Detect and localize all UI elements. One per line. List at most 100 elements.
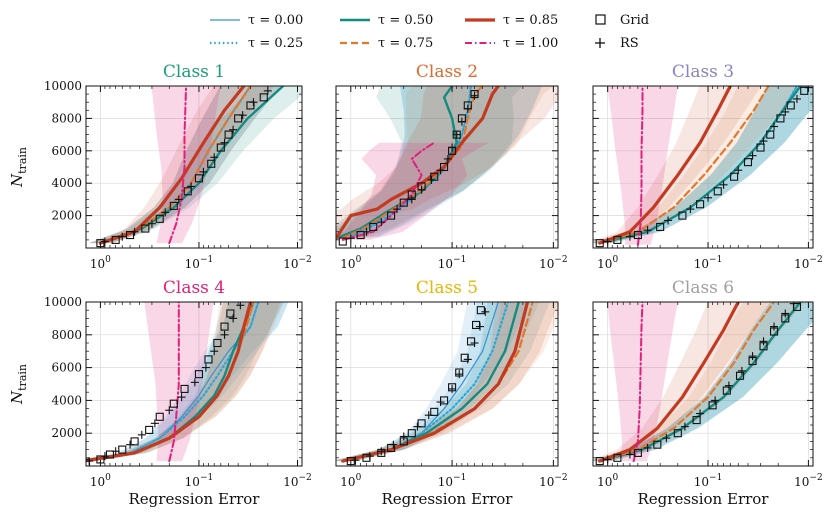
panel-5: 100 10−1 10−2 Class 5 Regression Error — [335, 278, 568, 508]
grid-marker — [234, 114, 243, 123]
band-t000 — [336, 86, 543, 237]
y-tick-label: 4000 — [51, 176, 82, 190]
grid-marker — [653, 440, 662, 449]
grid-marker — [118, 445, 127, 454]
plot-area — [89, 86, 302, 248]
band-t025 — [336, 302, 540, 462]
x-tick-label: 100 — [340, 473, 361, 489]
band-t050 — [89, 86, 302, 244]
x-tick-label: 10−1 — [185, 255, 214, 271]
grid-marker — [105, 450, 115, 459]
series-line-t050 — [598, 302, 802, 463]
x-tick-label: 10−1 — [694, 255, 723, 271]
y-tick-label: 8000 — [51, 111, 82, 125]
grid-marker — [743, 158, 753, 167]
x-tick-label: 100 — [597, 255, 618, 271]
band-t050 — [86, 302, 284, 462]
grid-marker — [226, 309, 235, 318]
grid-marker — [756, 143, 765, 152]
x-tick-label: 10−2 — [283, 255, 312, 271]
series-line-t085 — [341, 302, 530, 463]
grid-marker — [399, 198, 408, 207]
grid-marker — [130, 437, 139, 446]
band-t085 — [86, 302, 281, 462]
series-line-t085 — [598, 86, 732, 245]
y-tick-label: 6000 — [51, 361, 82, 375]
legend-label: Grid — [620, 13, 649, 28]
band-t075 — [593, 302, 805, 462]
grid-marker — [216, 143, 225, 152]
band-t000 — [336, 302, 530, 462]
plot-area — [593, 86, 813, 248]
grid-marker — [169, 399, 178, 408]
legend-label: RS — [620, 36, 639, 51]
panel-2: 100 10−1 10−2 Class 2 — [335, 62, 568, 271]
grid-marker — [356, 230, 365, 240]
grid-marker — [656, 222, 665, 231]
grid-marker — [155, 214, 164, 223]
band-t000 — [593, 86, 813, 244]
legend-label: τ = 0.85 — [503, 13, 558, 28]
y-axis-title: Ntrain — [8, 147, 29, 188]
series-line-t100 — [636, 86, 644, 246]
grid-marker — [800, 86, 809, 95]
grid-marker — [141, 224, 150, 233]
grid-marker — [786, 101, 795, 110]
grid-marker — [126, 230, 135, 240]
grid-marker — [613, 235, 622, 244]
grid-marker — [111, 235, 120, 244]
grid-marker — [169, 201, 178, 210]
x-tick-label: 100 — [340, 255, 361, 271]
grid-marker — [713, 187, 722, 196]
panel-6: 100 10−1 10−2 Class 6 Regression Error — [592, 278, 823, 508]
band-t000 — [89, 86, 281, 244]
plot-area — [336, 86, 558, 246]
grid-marker — [476, 306, 485, 315]
grid-marker — [180, 384, 189, 393]
series-line-t085 — [86, 302, 253, 463]
panel-title: Class 5 — [416, 278, 478, 298]
band-t100 — [151, 86, 221, 244]
x-axis-title: Regression Error — [638, 490, 770, 508]
legend-label: τ = 0.00 — [248, 13, 303, 28]
series-line-t100 — [632, 302, 644, 463]
x-tick-label: 10−1 — [438, 473, 467, 489]
panel-title: Class 2 — [416, 62, 478, 82]
band-t085 — [336, 302, 558, 462]
grid-marker — [735, 371, 745, 380]
grid-marker — [387, 211, 396, 220]
grid-marker — [417, 419, 426, 428]
plot-area — [86, 302, 289, 466]
band-t025 — [336, 86, 543, 237]
legend-grid-marker — [595, 14, 606, 25]
x-tick-label: 10−1 — [694, 473, 723, 489]
x-tick-label: 10−2 — [539, 255, 568, 271]
grid-marker — [678, 211, 687, 220]
x-tick-label: 10−2 — [283, 473, 312, 489]
legend-label: τ = 0.25 — [248, 36, 303, 51]
grid-marker — [595, 457, 604, 466]
grid-marker — [766, 130, 775, 139]
x-axis-title: Regression Error — [382, 490, 514, 508]
y-tick-label: 4000 — [51, 393, 82, 407]
grid-marker — [259, 93, 268, 102]
grid-marker — [224, 130, 233, 139]
series-line-t100 — [168, 86, 188, 245]
band-t100 — [607, 86, 678, 245]
band-t085 — [89, 86, 275, 244]
series-line-t085 — [336, 86, 500, 240]
legend-label: τ = 0.75 — [378, 36, 433, 51]
band-t000 — [593, 302, 813, 462]
grid-marker — [722, 386, 731, 395]
band-t075 — [336, 302, 558, 462]
grid-marker — [595, 239, 604, 248]
y-axis-title: Ntrain — [8, 364, 29, 405]
band-t075 — [89, 86, 281, 244]
band-t075 — [593, 86, 800, 244]
grid-marker — [155, 412, 164, 421]
x-tick-label: 10−1 — [185, 473, 214, 489]
band-t025 — [593, 302, 813, 462]
grid-marker — [692, 416, 701, 425]
grid-marker — [220, 322, 229, 331]
